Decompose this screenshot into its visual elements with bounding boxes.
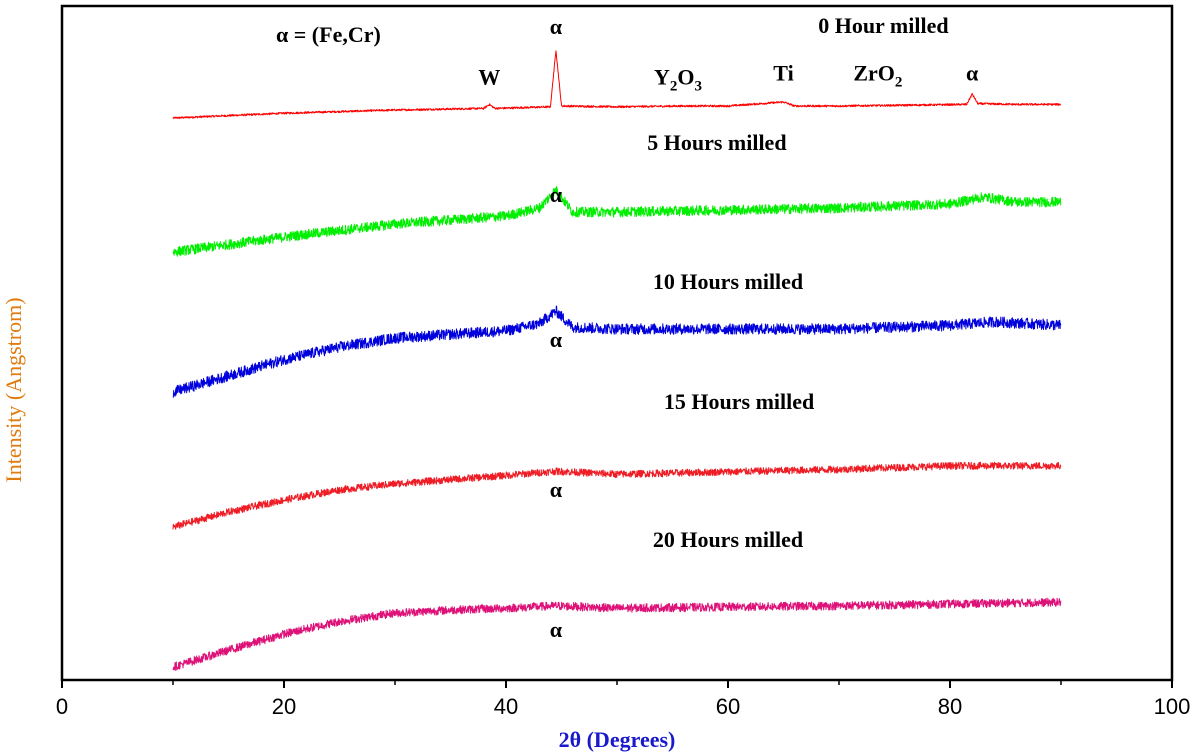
series-layer (172, 50, 1062, 671)
x-tick-label-100: 100 (1154, 694, 1191, 719)
peak-annotation-3: Y2O3 (654, 64, 702, 94)
peak-annotation-9: α (550, 477, 563, 502)
x-tick-label-60: 60 (716, 694, 740, 719)
x-tick-label-0: 0 (56, 694, 68, 719)
x-tick-label-20: 20 (272, 694, 296, 719)
x-tick-label-40: 40 (494, 694, 518, 719)
peak-annotation-6: α (966, 60, 979, 85)
peak-annotation-5: ZrO2 (853, 60, 902, 90)
peak-annotation-0: α = (Fe,Cr) (276, 22, 381, 47)
series-label-1: 5 Hours milled (647, 130, 786, 155)
peak-annotation-10: α (550, 617, 563, 642)
x-axis-ticks: 0 20 40 60 80 100 (56, 680, 1190, 719)
peak-annotation-4: Ti (773, 60, 793, 85)
series-label-3: 15 Hours milled (664, 389, 814, 414)
y-axis-label: Intensity (Angstrom) (1, 297, 26, 482)
series-line-3 (172, 461, 1062, 530)
peak-annotation-2: W (478, 64, 500, 89)
series-line-2 (172, 305, 1062, 398)
series-label-2: 10 Hours milled (653, 269, 803, 294)
series-label-0: 0 Hour milled (818, 13, 948, 38)
series-line-0 (172, 50, 1062, 119)
series-line-4 (172, 597, 1062, 671)
peak-annotation-1: α (550, 14, 563, 39)
series-label-4: 20 Hours milled (653, 527, 803, 552)
x-tick-label-80: 80 (938, 694, 962, 719)
series-line-1 (172, 185, 1062, 257)
peak-annotation-8: α (550, 327, 563, 352)
label-layer: 0 Hour milled 5 Hours milled 10 Hours mill… (276, 13, 979, 642)
x-axis-label: 2θ (Degrees) (559, 727, 676, 752)
peak-annotation-7: α (550, 182, 563, 207)
